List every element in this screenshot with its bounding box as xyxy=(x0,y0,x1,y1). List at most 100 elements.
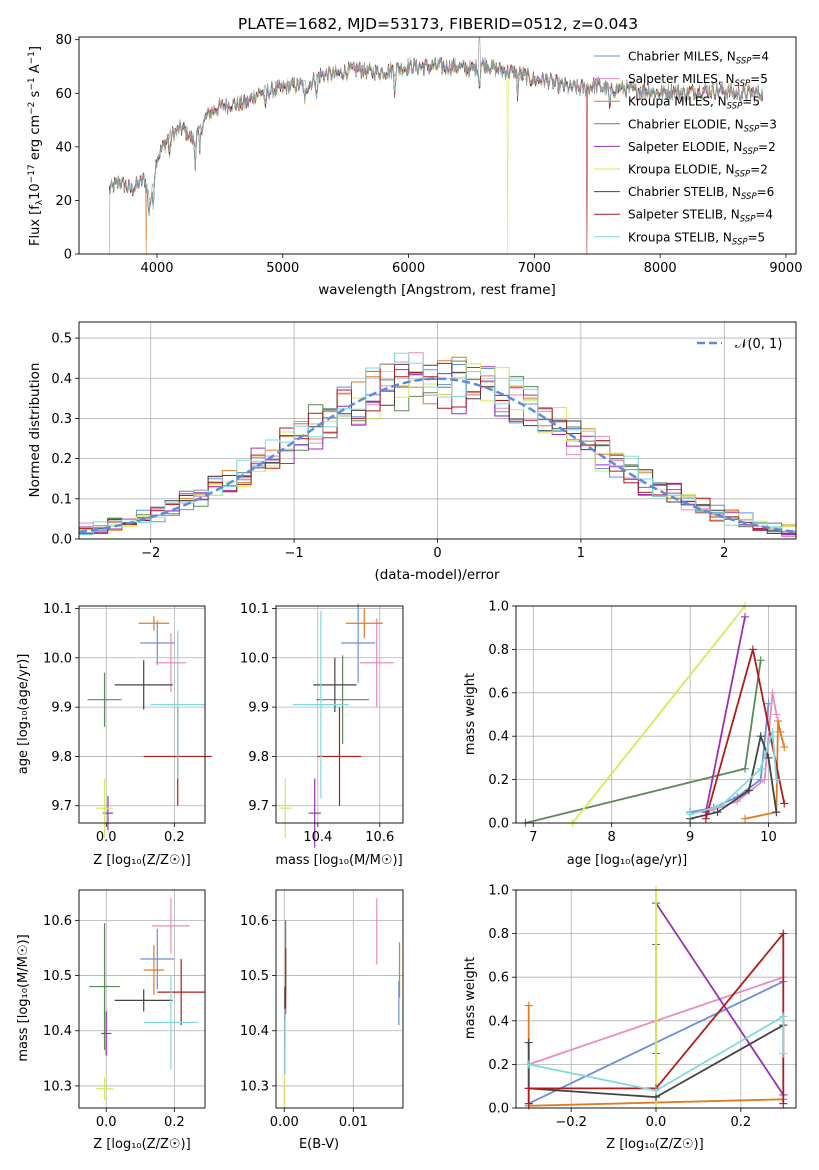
mass-vs-EBV-x-label: E(B-V) xyxy=(299,1137,339,1152)
residuals-panel: −2 −1 0 1 2 0.0 0.1 0.2 0.3 0.4 0.5 (data-model)/… xyxy=(27,321,797,583)
age-vs-metallicity-panel: 0.0 0.2 9.7 9.8 9.9 10.0 10.1 xyxy=(43,602,212,845)
y-tick-label: 9.7 xyxy=(248,799,269,814)
x-tick-label: 8000 xyxy=(644,261,677,276)
axes-frame xyxy=(515,605,797,824)
x-tick-label: 0.0 xyxy=(646,1115,667,1130)
axes-frame xyxy=(275,605,404,824)
y-tick-label: 0.3 xyxy=(51,412,72,427)
mass-vs-Z-y-label: mass [log₁₀(M/M☉)] xyxy=(16,934,31,1061)
massweight-vs-age-panel: 7 8 9 10 0.0 0.2 0.4 0.6 0.8 1.0 xyxy=(488,600,797,846)
spectrum-plot-area xyxy=(108,36,764,255)
mw-vs-age-x-label: age [log₁₀(age/yr)] xyxy=(567,853,688,868)
y-tick-label: 0.0 xyxy=(488,817,509,832)
mw-vs-Z-x-label: Z [log₁₀(Z/Z☉)] xyxy=(606,1137,703,1152)
age-vs-mass-x-label: mass [log₁₀(M/M☉)] xyxy=(275,853,402,868)
normal-curve xyxy=(78,377,797,534)
mass-weight-line xyxy=(704,616,746,813)
tick-group: 10.4 10.6 9.7 9.8 9.9 10.0 10.1 xyxy=(240,602,394,845)
legend-entry: Chabrier STELIB, NSSP=6 xyxy=(628,185,774,202)
y-tick-label: 10.0 xyxy=(240,651,269,666)
spectrum-x-ticks: 4000 5000 6000 7000 8000 9000 xyxy=(140,254,802,276)
y-tick-label: 10.5 xyxy=(240,969,269,984)
histogram-series xyxy=(79,362,796,535)
axes-frame xyxy=(78,889,206,1109)
y-tick-label: 0.6 xyxy=(488,971,509,986)
spectrum-legend: Chabrier MILES, NSSP=4 Salpeter MILES, NS… xyxy=(594,50,777,247)
x-tick-label: 10.6 xyxy=(365,830,394,845)
residuals-plot-area xyxy=(78,352,797,537)
x-tick-label: 0.0 xyxy=(96,1115,117,1130)
y-tick-label: 0.8 xyxy=(488,927,509,942)
y-tick-label: 0.6 xyxy=(488,686,509,701)
y-tick-label: 9.7 xyxy=(51,799,72,814)
mass-weight-line xyxy=(689,732,778,820)
x-tick-label: −1 xyxy=(285,546,304,561)
x-tick-label: 6000 xyxy=(392,261,425,276)
age-vs-Z-y-label: age [log₁₀(age/yr)] xyxy=(16,654,31,775)
x-tick-label: 10.4 xyxy=(303,830,332,845)
y-tick-label: 10.1 xyxy=(240,602,269,617)
x-tick-label: 4000 xyxy=(140,261,173,276)
x-tick-label: 0.2 xyxy=(164,1115,185,1130)
x-tick-label: 1 xyxy=(577,546,585,561)
y-tick-label: 60 xyxy=(55,87,72,102)
y-tick-label: 9.8 xyxy=(248,750,269,765)
axes-frame xyxy=(275,889,404,1109)
x-tick-label: 0.2 xyxy=(731,1115,752,1130)
x-tick-label: −0.2 xyxy=(555,1115,587,1130)
spectrum-panel: PLATE=1682, MJD=53173, FIBERID=0512, z=0… xyxy=(27,15,802,298)
axes-frame xyxy=(78,605,206,824)
residuals-y-ticks: 0.0 0.1 0.2 0.3 0.4 0.5 xyxy=(51,332,79,548)
y-tick-label: 0.2 xyxy=(51,452,72,467)
x-tick-label: 0.2 xyxy=(164,830,185,845)
x-tick-label: 0.0 xyxy=(96,830,117,845)
spectrum-title: PLATE=1682, MJD=53173, FIBERID=0512, z=0… xyxy=(238,15,638,33)
y-tick-label: 9.8 xyxy=(51,750,72,765)
x-tick-label: 0.01 xyxy=(339,1115,368,1130)
residuals-x-ticks: −2 −1 0 1 2 xyxy=(141,539,728,561)
y-tick-label: 10.4 xyxy=(240,1024,269,1039)
age-vs-mass-panel: 10.4 10.6 9.7 9.8 9.9 10.0 10.1 xyxy=(240,602,404,848)
tick-group: 0.0 0.2 9.7 9.8 9.9 10.0 10.1 xyxy=(43,602,185,845)
y-tick-label: 1.0 xyxy=(488,600,509,615)
mass-weight-line xyxy=(655,902,785,1096)
mass-vs-ebv-panel: 0.00 0.01 10.3 10.4 10.5 10.6 xyxy=(240,889,404,1130)
residuals-legend-label: 𝒩(0, 1) xyxy=(735,337,782,352)
y-tick-label: 0.2 xyxy=(488,773,509,788)
legend-entry: Chabrier ELODIE, NSSP=3 xyxy=(628,117,777,134)
spectrum-y-label: Flux [fλ10−17 erg cm−2 s−1 A−1] xyxy=(27,46,45,246)
x-tick-label: −2 xyxy=(141,546,160,561)
y-tick-label: 0.5 xyxy=(51,332,72,347)
y-tick-label: 80 xyxy=(55,33,72,48)
mass-weight-line xyxy=(571,605,746,824)
tick-group: 0.00 0.01 10.3 10.4 10.5 10.6 xyxy=(240,914,368,1130)
tick-group: −0.2 0.0 0.2 0.0 0.2 0.4 0.6 0.8 1.0 xyxy=(488,884,751,1131)
y-tick-label: 0 xyxy=(64,248,72,263)
y-tick-label: 10.6 xyxy=(240,914,269,929)
y-tick-label: 0.4 xyxy=(488,1014,509,1029)
tick-group: 0.0 0.2 10.3 10.4 10.5 10.6 xyxy=(43,914,185,1130)
y-tick-label: 9.9 xyxy=(51,701,72,716)
massweight-vs-metallicity-panel: −0.2 0.0 0.2 0.0 0.2 0.4 0.6 0.8 1.0 xyxy=(488,884,797,1131)
y-tick-label: 10.4 xyxy=(43,1024,72,1039)
histogram-series xyxy=(79,352,796,536)
x-tick-label: 10 xyxy=(760,830,777,845)
y-tick-label: 0.1 xyxy=(51,492,72,507)
x-tick-label: 7 xyxy=(529,830,537,845)
mass-weight-line xyxy=(528,1014,785,1092)
y-tick-label: 0.0 xyxy=(51,533,72,548)
legend-entry: Salpeter STELIB, NSSP=4 xyxy=(628,208,773,225)
y-tick-label: 0.0 xyxy=(488,1102,509,1117)
x-tick-label: 0.00 xyxy=(270,1115,299,1130)
mw-vs-age-y-label: mass weight xyxy=(463,673,478,755)
residuals-y-label: Normed distribution xyxy=(27,363,43,498)
legend-entry: Salpeter MILES, NSSP=5 xyxy=(628,72,768,89)
spectrum-x-label: wavelength [Angstrom, rest frame] xyxy=(318,282,556,298)
y-tick-label: 10.1 xyxy=(43,602,72,617)
tick-group: 7 8 9 10 0.0 0.2 0.4 0.6 0.8 1.0 xyxy=(488,600,777,846)
legend-entry: Kroupa MILES, NSSP=5 xyxy=(628,95,760,112)
y-tick-label: 10.3 xyxy=(43,1079,72,1094)
spectrum-axes-frame xyxy=(78,36,797,255)
y-tick-label: 0.4 xyxy=(51,372,72,387)
